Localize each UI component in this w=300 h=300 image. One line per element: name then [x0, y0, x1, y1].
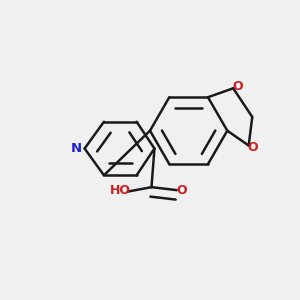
- Text: O: O: [248, 140, 258, 154]
- Text: O: O: [232, 80, 243, 93]
- Text: N: N: [71, 142, 82, 155]
- Text: HO: HO: [110, 184, 131, 196]
- Text: O: O: [177, 184, 188, 196]
